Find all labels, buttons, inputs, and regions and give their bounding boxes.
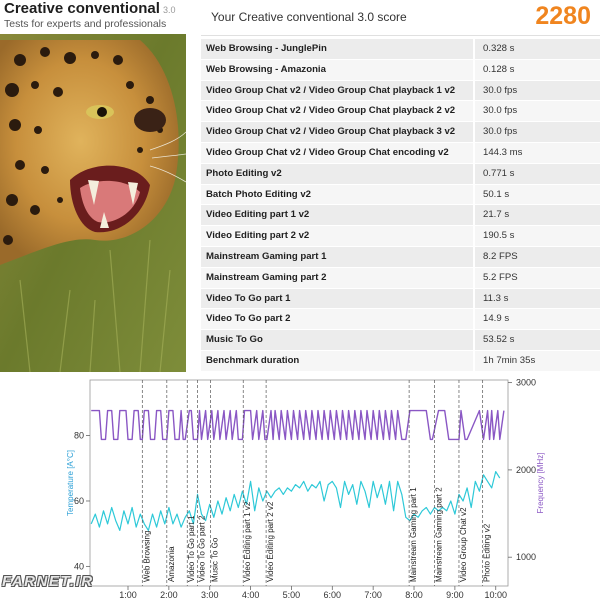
- y-tick-label: 40: [74, 561, 84, 571]
- benchmark-marker-label: Video Group Chat v2: [459, 507, 468, 582]
- result-name: Benchmark duration: [201, 350, 473, 371]
- result-row: Music To Go 53.52 s: [201, 330, 600, 351]
- result-row: Video Group Chat v2 / Video Group Chat p…: [201, 80, 600, 102]
- result-row: Web Browsing - Amazonia 0.128 s: [201, 59, 600, 81]
- x-tick-label: 9:00: [446, 590, 464, 600]
- result-name: Video Group Chat v2 / Video Group Chat p…: [201, 101, 473, 122]
- benchmark-marker-label: Video To Go part 1: [187, 515, 196, 582]
- score-label: Your Creative conventional 3.0 score: [211, 10, 407, 24]
- x-tick-label: 8:00: [405, 590, 423, 600]
- score-header: Your Creative conventional 3.0 score 228…: [201, 0, 600, 36]
- result-value: 0.328 s: [475, 39, 600, 59]
- app-title: Creative conventional: [4, 0, 160, 17]
- y-axis-label: Temperature [A°C]: [66, 450, 75, 516]
- result-name: Photo Editing v2: [201, 163, 473, 184]
- result-value: 190.5 s: [475, 226, 600, 246]
- app-subtitle: Tests for experts and professionals: [4, 18, 167, 30]
- result-name: Video Editing part 2 v2: [201, 226, 473, 246]
- benchmark-marker-label: Photo Editing v2: [483, 523, 492, 582]
- x-tick-label: 6:00: [324, 590, 342, 600]
- result-row: Video Editing part 2 v2 190.5 s: [201, 226, 600, 247]
- result-name: Video Group Chat v2 / Video Group Chat e…: [201, 142, 473, 163]
- benchmark-marker-label: Music To Go: [211, 537, 220, 582]
- monitoring-chart-svg: 1:00 2:00 3:00 4:00 5:00 6:00 7:00 8:00 9:00 10:0…: [66, 378, 545, 600]
- result-name: Video Editing part 1 v2: [201, 205, 473, 226]
- temperature-series-line: [90, 471, 501, 531]
- result-name: Mainstream Gaming part 1: [201, 246, 473, 267]
- result-row: Video Group Chat v2 / Video Group Chat e…: [201, 142, 600, 164]
- x-tick-label: 3:00: [201, 590, 219, 600]
- title-box: Creative conventional 3.0 Tests for expe…: [0, 0, 186, 34]
- benchmark-marker-label: Video To Go part 2: [197, 515, 206, 582]
- result-value: 30.0 fps: [475, 101, 600, 122]
- result-name: Video To Go part 2: [201, 309, 473, 330]
- result-name: Music To Go: [201, 330, 473, 350]
- score-value: 2280: [535, 2, 591, 30]
- y-tick-label: 60: [74, 496, 84, 506]
- benchmark-marker-label: Amazonia: [167, 546, 176, 582]
- result-row: Mainstream Gaming part 1 8.2 FPS: [201, 246, 600, 268]
- results-table: Web Browsing - JunglePin 0.328 s Web Brows…: [201, 39, 600, 372]
- result-value: 30.0 fps: [475, 80, 600, 101]
- y-tick-label: 80: [74, 431, 84, 441]
- result-value: 53.52 s: [475, 330, 600, 350]
- result-row: Video Group Chat v2 / Video Group Chat p…: [201, 101, 600, 123]
- result-row: Video Group Chat v2 / Video Group Chat p…: [201, 122, 600, 143]
- result-name: Video Group Chat v2 / Video Group Chat p…: [201, 80, 473, 101]
- result-name: Batch Photo Editing v2: [201, 184, 473, 205]
- x-tick-label: 7:00: [364, 590, 382, 600]
- result-value: 50.1 s: [475, 184, 600, 205]
- y-right-tick-label: 1000: [516, 552, 536, 562]
- x-tick-label: 1:00: [119, 590, 137, 600]
- result-value: 144.3 ms: [475, 142, 600, 163]
- result-value: 0.771 s: [475, 163, 600, 184]
- result-value: 11.3 s: [475, 288, 600, 309]
- result-row: Benchmark duration 1h 7min 35s: [201, 350, 600, 372]
- watermark: FARNET.IR: [2, 573, 94, 590]
- benchmark-marker-label: Mainstream Gaming part 2: [434, 487, 443, 582]
- leopard-photo: [0, 0, 186, 372]
- result-value: 21.7 s: [475, 205, 600, 226]
- result-value: 8.2 FPS: [475, 246, 600, 267]
- benchmark-marker-label: Mainstream Gaming part 1: [409, 487, 418, 582]
- y-right-tick-label: 3000: [516, 378, 536, 388]
- y-right-axis-label: Frequency [MHz]: [536, 453, 545, 514]
- monitoring-chart: 1:00 2:00 3:00 4:00 5:00 6:00 7:00 8:00 9:00 10:0…: [0, 372, 600, 600]
- result-name: Mainstream Gaming part 2: [201, 267, 473, 288]
- result-row: Mainstream Gaming part 2 5.2 FPS: [201, 267, 600, 289]
- result-row: Photo Editing v2 0.771 s: [201, 163, 600, 185]
- benchmark-marker-label: Web Browsing: [142, 531, 151, 582]
- result-row: Video Editing part 1 v2 21.7 s: [201, 205, 600, 227]
- result-row: Video To Go part 2 14.9 s: [201, 309, 600, 331]
- result-name: Video To Go part 1: [201, 288, 473, 309]
- result-name: Web Browsing - JunglePin: [201, 39, 473, 59]
- benchmark-marker-label: Video Editing part 2 v2: [266, 501, 275, 582]
- result-row: Web Browsing - JunglePin 0.328 s: [201, 39, 600, 60]
- result-row: Video To Go part 1 11.3 s: [201, 288, 600, 310]
- x-tick-label: 4:00: [242, 590, 260, 600]
- leopard-photo-panel: Creative conventional 3.0 Tests for expe…: [0, 0, 186, 372]
- result-value: 1h 7min 35s: [475, 350, 600, 371]
- result-row: Batch Photo Editing v2 50.1 s: [201, 184, 600, 206]
- result-value: 14.9 s: [475, 309, 600, 330]
- x-tick-label: 10:00: [484, 590, 507, 600]
- result-name: Web Browsing - Amazonia: [201, 59, 473, 80]
- frequency-series-line: [91, 409, 505, 441]
- y-right-tick-label: 2000: [516, 465, 536, 475]
- result-name: Video Group Chat v2 / Video Group Chat p…: [201, 122, 473, 142]
- result-value: 0.128 s: [475, 59, 600, 80]
- result-value: 5.2 FPS: [475, 267, 600, 288]
- app-version: 3.0: [163, 5, 176, 15]
- x-tick-label: 5:00: [283, 590, 301, 600]
- benchmark-marker-label: Video Editing part 1 v2: [243, 501, 252, 582]
- result-value: 30.0 fps: [475, 122, 600, 142]
- x-tick-label: 2:00: [160, 590, 178, 600]
